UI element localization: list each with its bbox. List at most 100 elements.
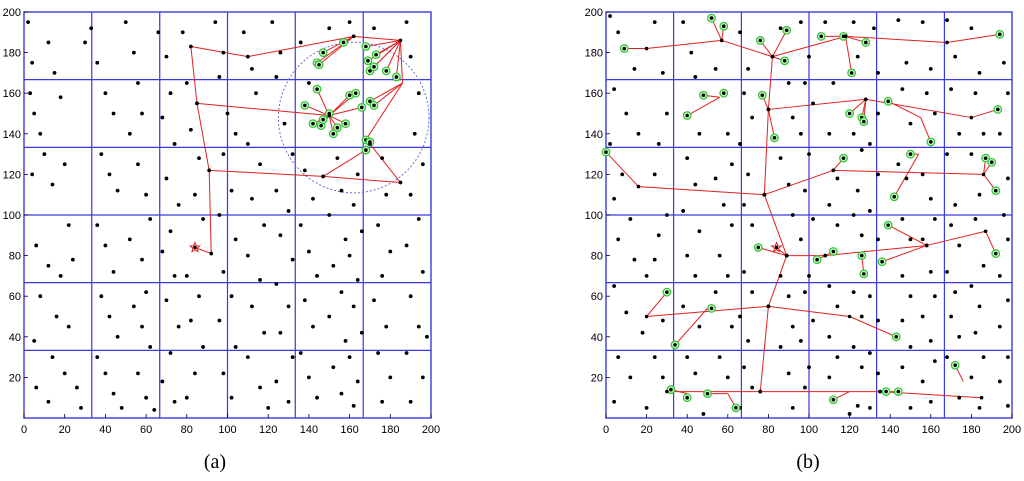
sensor-node (738, 314, 742, 319)
member-node (673, 343, 677, 347)
sensor-node (620, 172, 625, 177)
member-edge (849, 316, 897, 338)
sensor-node (376, 351, 380, 355)
sensor-node (932, 294, 937, 299)
sensor-node (632, 66, 637, 71)
sensor-node (746, 66, 750, 71)
route-edge (763, 194, 788, 256)
sensor-node (99, 294, 104, 299)
sensor-node (681, 304, 686, 309)
sensor-node (144, 395, 149, 400)
sensor-node (725, 131, 730, 136)
y-tick-label: 60 (591, 291, 603, 303)
route-edge (767, 56, 773, 110)
sensor-node (660, 318, 665, 323)
sensor-node (742, 269, 746, 274)
sensor-node (229, 294, 234, 299)
sensor-node (868, 209, 872, 213)
sensor-node (859, 365, 864, 370)
sensor-node (697, 131, 702, 136)
member-node (364, 44, 368, 49)
sensor-node (608, 142, 612, 146)
sensor-node (811, 101, 815, 106)
sensor-node (258, 162, 262, 167)
sensor-node (107, 314, 112, 319)
sensor-node (685, 253, 690, 258)
sensor-node (969, 26, 974, 31)
member-node (772, 136, 777, 140)
sensor-node (932, 217, 937, 221)
route-node (246, 54, 250, 59)
route-node (368, 142, 372, 146)
sensor-node (339, 188, 344, 193)
sensor-node (115, 334, 120, 339)
member-node (831, 397, 836, 402)
route-node (644, 46, 649, 51)
sensor-node (290, 257, 295, 262)
sensor-node (827, 131, 832, 136)
sensor-node (42, 152, 47, 157)
sensor-node (372, 298, 376, 303)
sensor-node (928, 269, 933, 274)
sensor-node (920, 379, 925, 384)
x-tick-label: 100 (800, 424, 818, 436)
sensor-node (115, 188, 120, 193)
member-node (892, 194, 897, 199)
route-node (770, 54, 775, 59)
sensor-node (331, 263, 336, 268)
route-edge (763, 109, 769, 195)
x-tick-label: 140 (881, 424, 899, 436)
member-node (756, 245, 761, 250)
sensor-node (420, 162, 425, 167)
sensor-node (953, 54, 958, 59)
sensor-node (616, 30, 621, 35)
sensor-node (803, 290, 807, 295)
member-node (894, 335, 899, 339)
sensor-node (148, 217, 153, 221)
member-node (989, 160, 994, 165)
sensor-node (384, 192, 389, 197)
sensor-node (32, 111, 37, 116)
sensor-node (798, 338, 803, 343)
member-node (705, 391, 710, 396)
member-node (368, 69, 372, 73)
member-edge (758, 246, 787, 257)
y-tick-label: 20 (591, 372, 603, 384)
x-tick-label: 40 (99, 424, 111, 436)
member-node (343, 121, 348, 126)
sensor-node (652, 257, 657, 262)
sensor-node (1006, 237, 1010, 242)
route-edge (646, 305, 769, 317)
member-node (782, 58, 787, 63)
route-edge (196, 103, 210, 171)
sensor-node (729, 162, 734, 167)
sensor-node (343, 237, 348, 242)
sensor-node (778, 26, 783, 31)
route-edge (646, 39, 722, 50)
sensor-node (201, 345, 205, 349)
sensor-node (656, 142, 661, 146)
x-tick-label: 20 (640, 424, 652, 436)
member-node (347, 93, 352, 98)
sensor-node (876, 172, 880, 177)
member-node (303, 103, 307, 108)
route-node (774, 245, 779, 250)
sensor-node (721, 202, 726, 207)
sensor-node (957, 334, 962, 339)
sensor-node (225, 111, 230, 116)
sensor-node (742, 202, 746, 207)
sensor-node (908, 405, 913, 410)
y-tick-label: 80 (9, 251, 21, 263)
sensor-node (355, 172, 360, 177)
member-edge (605, 151, 639, 187)
sensor-node (932, 111, 937, 116)
sensor-node (168, 229, 173, 234)
sensor-node (665, 111, 669, 116)
sensor-node (636, 131, 641, 136)
member-node (896, 389, 901, 394)
sensor-node (689, 50, 694, 55)
sensor-node (46, 263, 51, 268)
member-node (886, 99, 890, 104)
sensor-node (876, 71, 880, 75)
sensor-node (859, 233, 864, 238)
